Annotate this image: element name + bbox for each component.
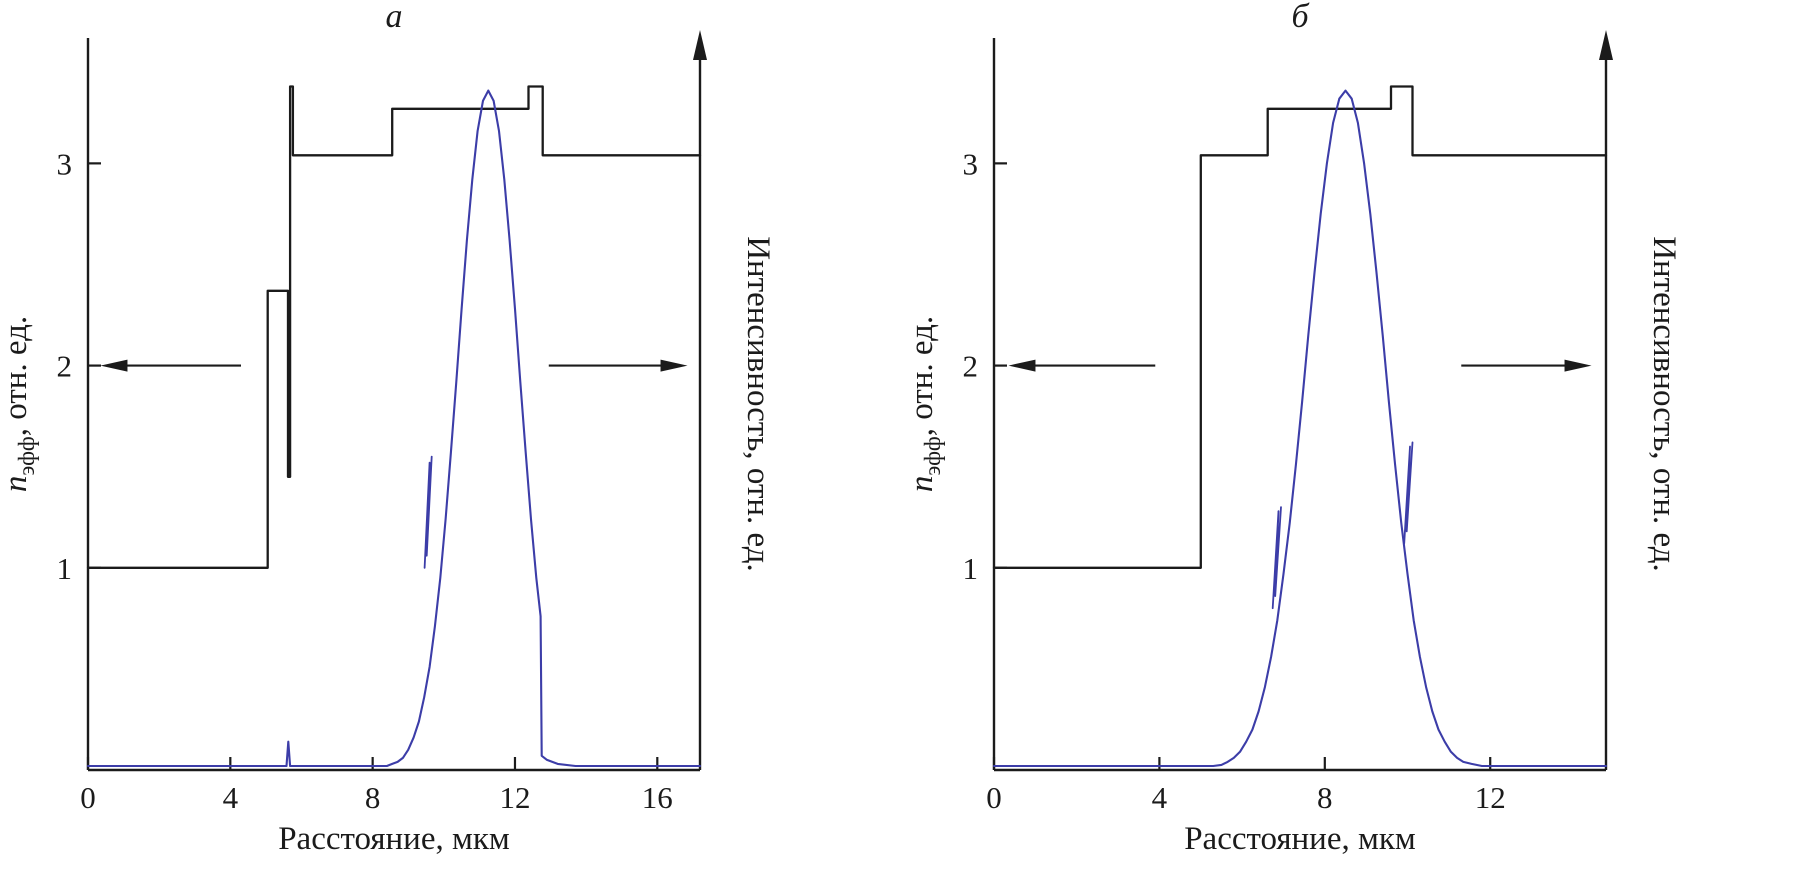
- x-axis-label: Расстояние, мкм: [278, 821, 510, 857]
- series-refractive-index-profile: [992, 85, 1608, 569]
- x-tick-label: 8: [1317, 780, 1333, 815]
- y-axis-left-label-subscript: эфф: [14, 436, 39, 476]
- series-intensity-discontinuity-artifact: [423, 455, 433, 569]
- y-tick-label: 2: [57, 349, 73, 384]
- y-axis-right-label: Интенсивность, отн. ед.: [1646, 236, 1682, 572]
- x-tick-label: 0: [986, 780, 1002, 815]
- x-tick-label: 8: [365, 780, 381, 815]
- y-axis-left-label: nэфф, отн. ед.: [906, 316, 945, 492]
- y-axis-left-label-symbol: n: [0, 476, 34, 493]
- y-axis-left-label-symbol: n: [906, 476, 940, 493]
- panel-title: б: [1291, 0, 1310, 35]
- y-tick-label: 2: [963, 349, 979, 384]
- y-tick-label: 3: [963, 146, 979, 181]
- panel-b: 0 4 8 12 1 2 3 б Расстояние, мкм nэфф, отн. ед. Ин…: [904, 0, 1812, 878]
- y-tick-label: 1: [57, 551, 73, 586]
- left-axis-arrow-head-icon: [100, 359, 128, 372]
- series-mode-intensity: [992, 89, 1608, 768]
- y-tick-label: 1: [963, 551, 979, 586]
- right-axis-arrow-head-icon: [1564, 359, 1592, 372]
- left-axis-arrow-head-icon: [1008, 359, 1036, 372]
- series-refractive-index-profile: [86, 85, 702, 569]
- x-tick-label: 4: [223, 780, 239, 815]
- y-axis-right-arrowhead-icon: [1599, 30, 1613, 60]
- x-tick-label: 12: [1475, 780, 1506, 815]
- series-intensity-discontinuity-artifact-right: [1403, 441, 1414, 545]
- x-axis-label: Расстояние, мкм: [1184, 821, 1416, 857]
- right-axis-arrow-head-icon: [660, 359, 688, 372]
- panel-title: а: [386, 0, 403, 35]
- y-axis-right-arrowhead-icon: [693, 30, 707, 60]
- series-intensity-discontinuity-artifact-left: [1271, 506, 1282, 610]
- y-tick-label: 3: [57, 146, 73, 181]
- y-axis-right-label: Интенсивность, отн. ед.: [740, 236, 776, 572]
- x-tick-label: 4: [1152, 780, 1168, 815]
- y-axis-left-label: nэфф, отн. ед.: [0, 316, 39, 492]
- x-tick-label: 12: [499, 780, 530, 815]
- x-tick-label: 0: [80, 780, 96, 815]
- series-mode-intensity: [86, 89, 702, 768]
- x-tick-label: 16: [642, 780, 673, 815]
- y-axis-left-label-subscript: эфф: [920, 436, 945, 476]
- y-axis-left-label-units: , отн. ед.: [0, 316, 34, 436]
- y-axis-left-label-units: , отн. ед.: [906, 316, 940, 436]
- panel-a: 0 4 8 12 16 1 2 3 а Расстояние, мкм nэфф, отн. ед.…: [0, 0, 906, 878]
